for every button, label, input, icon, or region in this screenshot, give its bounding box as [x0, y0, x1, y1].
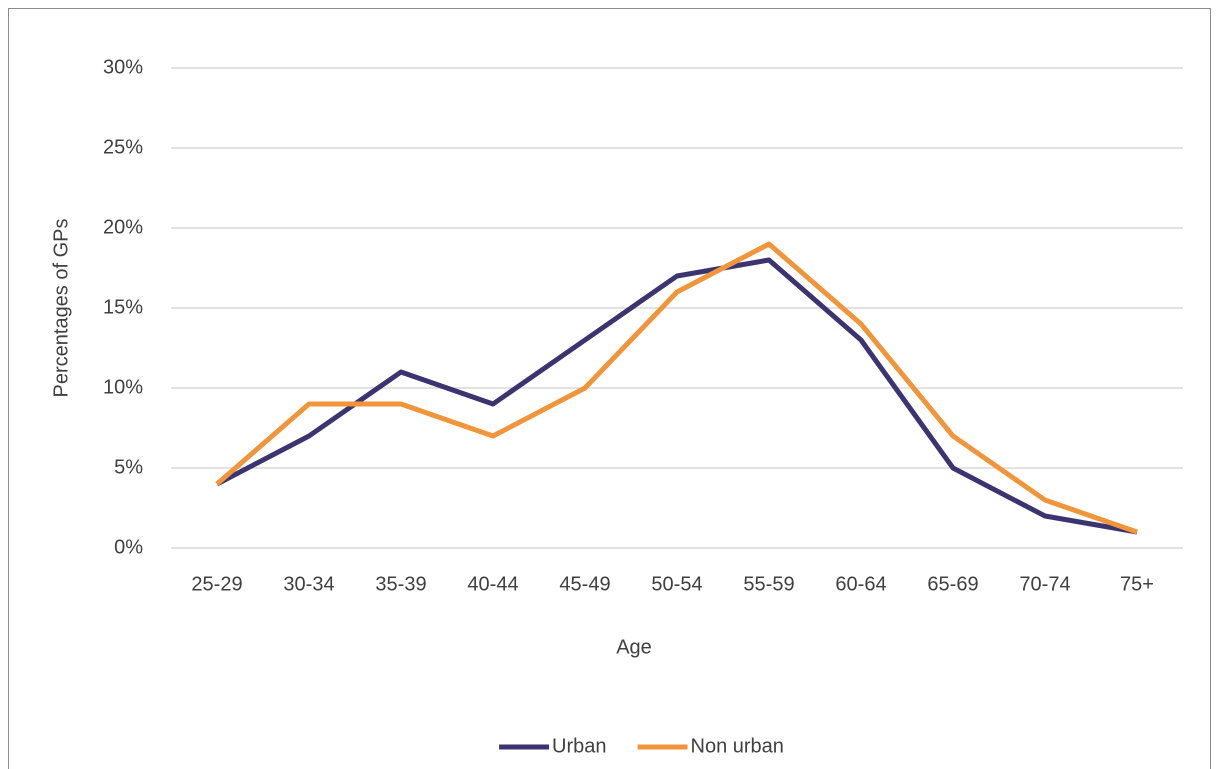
y-tick-label: 10% [103, 376, 143, 398]
x-tick-label: 65-69 [927, 573, 978, 595]
x-tick-label: 70-74 [1019, 573, 1070, 595]
y-tick-label: 30% [103, 56, 143, 78]
x-tick-label: 35-39 [375, 573, 426, 595]
x-tick-label: 60-64 [835, 573, 886, 595]
y-tick-label: 15% [103, 296, 143, 318]
line-series [215, 241, 1138, 535]
x-tick-label: 55-59 [743, 573, 794, 595]
x-tick-label: 75+ [1120, 573, 1154, 595]
chart-frame [8, 8, 1211, 769]
x-tick-label: 40-44 [467, 573, 518, 595]
x-tick-label: 45-49 [559, 573, 610, 595]
y-tick-label: 0% [114, 536, 143, 558]
x-tick-label: 25-29 [191, 573, 242, 595]
x-tick-label: 50-54 [651, 573, 702, 595]
legend-label: Non urban [691, 735, 784, 757]
y-axis-title: Percentages of GPs [50, 219, 72, 398]
x-axis-title: Age [616, 636, 652, 658]
legend-label: Urban [552, 735, 606, 757]
y-tick-label: 25% [103, 136, 143, 158]
line-series [215, 257, 1138, 535]
y-tick-label: 20% [103, 216, 143, 238]
x-tick-label: 30-34 [283, 573, 334, 595]
y-tick-label: 5% [114, 456, 143, 478]
